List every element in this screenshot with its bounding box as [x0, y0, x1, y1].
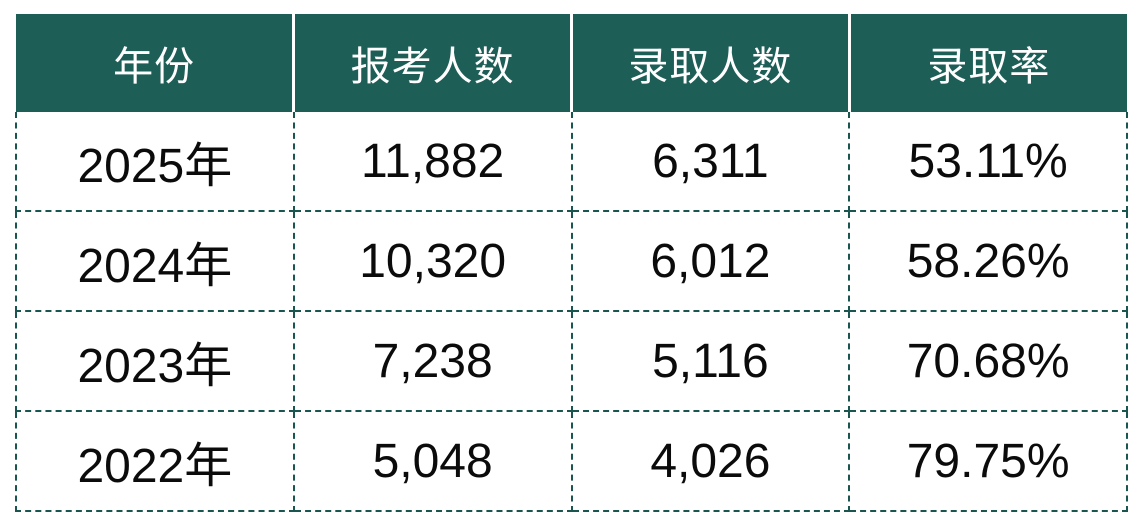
cell-admitted: 6,311 [570, 112, 851, 212]
cell-admission-rate: 53.11% [848, 112, 1128, 212]
table-body: 2025年 11,882 6,311 53.11% 2024年 10,320 6… [15, 112, 1128, 512]
cell-admitted: 4,026 [570, 410, 851, 512]
cell-applicants: 5,048 [292, 410, 573, 512]
cell-applicants: 7,238 [292, 310, 573, 412]
table-row: 2022年 5,048 4,026 79.75% [15, 410, 1128, 512]
cell-year: 2023年 [15, 310, 295, 412]
table-row: 2025年 11,882 6,311 53.11% [15, 112, 1128, 212]
cell-admitted: 5,116 [570, 310, 851, 412]
table-row: 2023年 7,238 5,116 70.68% [15, 310, 1128, 412]
cell-admission-rate: 79.75% [848, 410, 1128, 512]
cell-year: 2024年 [15, 210, 295, 312]
admissions-stats-table: 年份 报考人数 录取人数 录取率 2025年 11,882 6,311 53.1… [15, 14, 1128, 512]
cell-applicants: 10,320 [292, 210, 573, 312]
table-header: 年份 报考人数 录取人数 录取率 [16, 14, 1127, 112]
cell-admission-rate: 58.26% [848, 210, 1128, 312]
table-row: 2024年 10,320 6,012 58.26% [15, 210, 1128, 312]
cell-applicants: 11,882 [292, 112, 573, 212]
header-admitted: 录取人数 [570, 14, 850, 112]
cell-admitted: 6,012 [570, 210, 851, 312]
header-year: 年份 [16, 14, 294, 112]
header-applicants: 报考人数 [292, 14, 572, 112]
cell-year: 2025年 [15, 112, 295, 212]
header-admission-rate: 录取率 [847, 14, 1127, 112]
cell-admission-rate: 70.68% [848, 310, 1128, 412]
cell-year: 2022年 [15, 410, 295, 512]
header-row: 年份 报考人数 录取人数 录取率 [16, 14, 1127, 112]
